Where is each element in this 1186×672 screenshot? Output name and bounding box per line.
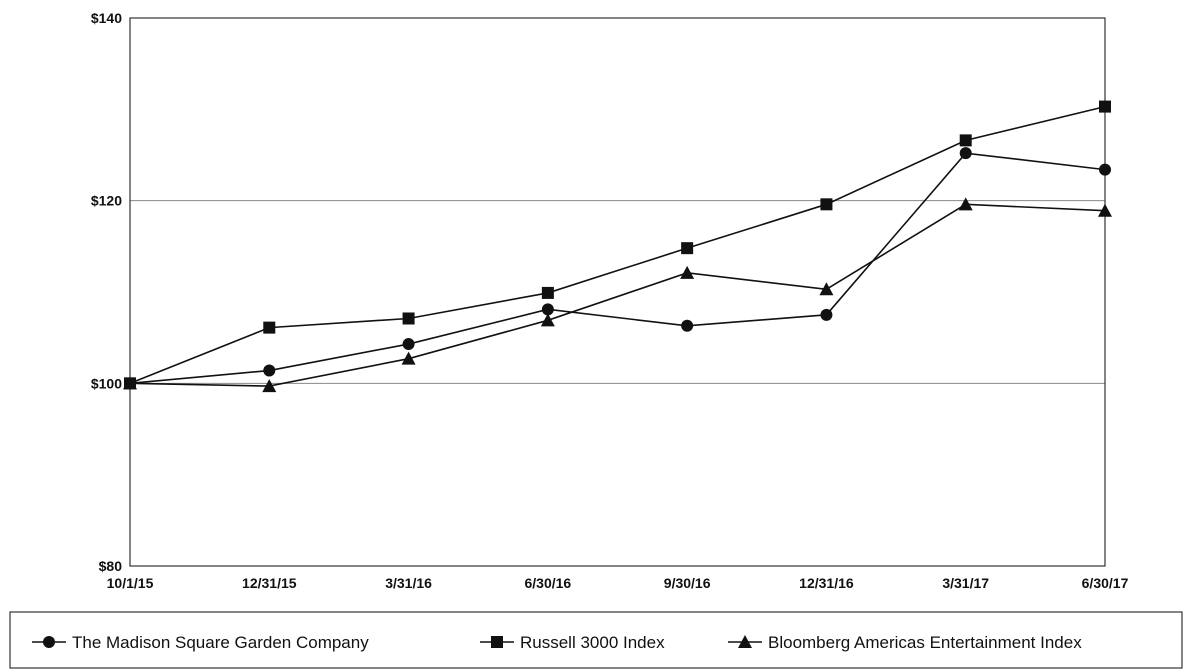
x-tick-label: 3/31/16 — [385, 575, 432, 591]
series-line-triangle — [129, 203, 1106, 387]
series-line-square — [129, 105, 1106, 385]
data-point-triangle — [1098, 203, 1112, 217]
legend-box — [9, 611, 1183, 669]
legend-entry: Bloomberg Americas Entertainment Index — [728, 633, 1082, 652]
x-tick-label: 12/31/16 — [799, 575, 854, 591]
legend-entry: The Madison Square Garden Company — [32, 633, 369, 652]
x-tick-label: 3/31/17 — [942, 575, 989, 591]
series-triangle — [123, 197, 1112, 393]
legend-label: The Madison Square Garden Company — [72, 633, 369, 652]
data-point-circle — [959, 147, 972, 160]
data-point-circle — [1099, 163, 1111, 176]
x-tick-label: 9/30/16 — [664, 575, 711, 591]
data-point-circle — [541, 303, 554, 316]
legend-marker-square — [491, 636, 503, 648]
plot-area-frame — [129, 17, 1106, 567]
y-tick-label: $80 — [99, 558, 123, 574]
x-tick-label: 6/30/17 — [1082, 575, 1129, 591]
series-circle — [124, 147, 1111, 390]
data-point-triangle — [958, 197, 973, 211]
data-point-circle — [402, 338, 415, 351]
legend-label: Bloomberg Americas Entertainment Index — [768, 633, 1082, 652]
legend-label: Russell 3000 Index — [520, 633, 665, 652]
data-point-circle — [820, 308, 833, 321]
legend-entry: Russell 3000 Index — [480, 633, 665, 652]
data-point-square — [959, 134, 972, 147]
series-line-circle — [129, 152, 1106, 385]
data-point-square — [820, 198, 833, 211]
x-tick-label: 12/31/15 — [242, 575, 297, 591]
data-point-triangle — [401, 351, 416, 365]
legend-marker-circle — [43, 636, 55, 648]
data-point-square — [263, 321, 276, 334]
data-point-triangle — [123, 376, 137, 390]
y-tick-label: $140 — [91, 10, 122, 26]
series-square — [124, 100, 1111, 390]
axis-tick-labels: $80 $100 $120 $140 10/1/15 12/31/15 3/31/16 6/3… — [91, 10, 1129, 591]
grid-lines — [130, 200, 1105, 384]
data-point-square — [681, 242, 694, 255]
x-tick-label: 6/30/16 — [524, 575, 571, 591]
data-point-square — [1099, 100, 1111, 113]
y-tick-label: $120 — [91, 193, 122, 209]
data-point-triangle — [262, 379, 277, 393]
data-point-triangle — [680, 265, 695, 279]
data-point-square — [541, 286, 554, 299]
x-tick-label: 10/1/15 — [107, 575, 154, 591]
data-point-square — [402, 312, 415, 325]
legend-marker-triangle — [738, 635, 752, 648]
series-lines — [123, 100, 1112, 393]
data-point-circle — [681, 319, 694, 332]
legend: The Madison Square Garden Company Russell… — [9, 611, 1183, 669]
data-point-triangle — [819, 282, 834, 296]
y-tick-label: $100 — [91, 375, 122, 391]
data-point-triangle — [540, 313, 555, 327]
data-point-circle — [263, 364, 276, 377]
